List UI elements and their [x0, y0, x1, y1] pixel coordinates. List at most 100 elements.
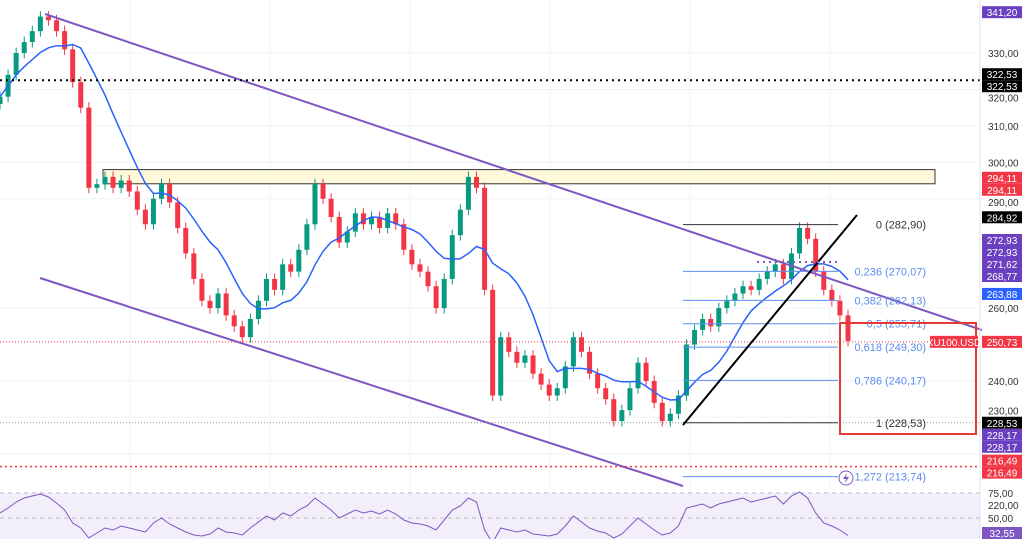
fibonacci-retracement[interactable]: 0 (282,90) 0,236 (270,07) 0,382 (262,13) 0,… — [683, 220, 926, 484]
candle-body — [498, 337, 504, 396]
support-badge-bg — [982, 454, 1022, 467]
candle-body — [159, 184, 165, 199]
rsi-current-badge-bg — [982, 527, 1022, 539]
candle-body — [473, 176, 479, 188]
supply-zone-rect — [102, 169, 936, 185]
candle-body — [675, 395, 681, 414]
candle-body — [805, 227, 811, 239]
support-badge: 216,49 — [987, 469, 1018, 480]
candle-body — [708, 319, 714, 327]
candle-body — [126, 180, 132, 192]
candle-body — [377, 216, 383, 228]
candle-body — [199, 278, 205, 301]
candle-body — [603, 388, 609, 400]
zone-badge: 294,11 — [987, 186, 1017, 197]
purple-level-badge: 271,62 — [987, 260, 1018, 271]
low-stack-badge-bg — [982, 440, 1022, 453]
last-high-badge: 284,92 — [987, 213, 1018, 224]
candle-body — [441, 278, 447, 309]
candle-body — [683, 344, 689, 396]
fib-level-label: 0 (282,90) — [876, 220, 926, 232]
price-tick: 320,00 — [988, 93, 1019, 104]
candle-body — [37, 16, 43, 32]
candle-body — [716, 308, 722, 327]
candle-body — [393, 213, 399, 225]
ma-badge-bg — [982, 287, 1022, 300]
candle-body — [336, 216, 342, 243]
candle-body — [320, 184, 326, 199]
rsi-line — [0, 491, 849, 539]
zone-badge-bg — [982, 183, 1022, 196]
low-stack-badge: 228,17 — [987, 443, 1018, 454]
candle-body — [215, 293, 221, 309]
supply-zone[interactable] — [102, 169, 936, 185]
candle-body — [433, 286, 439, 309]
candle-body — [312, 184, 318, 225]
candle-body — [78, 82, 84, 108]
price-tick: 330,00 — [988, 49, 1019, 60]
grid — [0, 0, 980, 539]
candle-body — [587, 351, 593, 374]
candle-body — [837, 300, 843, 316]
trend-line[interactable] — [682, 214, 858, 426]
low-badge-bg — [982, 416, 1022, 429]
channel-upper-line[interactable] — [44, 13, 983, 331]
candle-body — [13, 53, 19, 75]
fib-level-label: 0,5 (255,71) — [867, 319, 926, 331]
candle-body — [611, 399, 617, 422]
candle-body — [619, 410, 625, 422]
candle-body — [417, 264, 423, 272]
candle-body — [239, 326, 245, 338]
resistance-badge-bg — [982, 80, 1022, 93]
fib-level-label: 0,236 (270,07) — [854, 266, 926, 278]
candle-body — [21, 42, 27, 53]
low-stack-badge: 228,17 — [987, 431, 1018, 442]
purple-level-badge-bg — [982, 258, 1022, 270]
candle-body — [86, 107, 92, 188]
candle-body — [595, 373, 601, 389]
candle-body — [344, 231, 350, 243]
candle-body — [538, 373, 544, 385]
current-price-badge-bg — [982, 335, 1022, 348]
candle-body — [465, 176, 471, 210]
candle-body — [740, 286, 746, 294]
purple-level-badge-bg — [982, 234, 1022, 246]
candle-body — [667, 413, 673, 422]
candle-body — [94, 184, 100, 188]
price-tick: 220,00 — [988, 501, 1019, 512]
candle-body — [821, 271, 827, 290]
candle-body — [352, 213, 358, 232]
last-high-badge-bg — [982, 211, 1022, 224]
price-tick: 310,00 — [988, 122, 1019, 133]
candle-body — [264, 278, 270, 301]
candle-body — [296, 249, 302, 272]
highlight-box[interactable] — [839, 322, 977, 435]
zone-badge: 294,11 — [987, 174, 1017, 185]
candle-body — [506, 337, 512, 352]
candle-body — [562, 366, 568, 389]
candle-body — [175, 202, 181, 228]
candle-body — [134, 191, 140, 210]
candles — [0, 11, 851, 427]
candle-body — [554, 388, 560, 396]
candle-body — [255, 300, 261, 320]
fib-level-label: 0,786 (240,17) — [854, 375, 926, 387]
fib-level-label: 1,272 (213,74) — [854, 472, 926, 484]
candle-body — [0, 96, 3, 105]
candle-body — [490, 289, 496, 396]
price-tick: 260,00 — [988, 304, 1019, 315]
rsi-tick: 50,00 — [988, 514, 1013, 525]
candle-body — [304, 224, 310, 250]
candle-body — [360, 213, 366, 225]
alert-icon[interactable] — [838, 470, 854, 486]
candle-body — [813, 238, 819, 272]
support-badge-bg — [982, 466, 1022, 479]
candle-body — [530, 355, 536, 374]
candle-body — [118, 180, 124, 188]
purple-level-badge-bg — [982, 246, 1022, 258]
candle-body — [845, 315, 851, 341]
candle-body — [643, 362, 649, 381]
channel-lower-line[interactable] — [39, 277, 684, 487]
